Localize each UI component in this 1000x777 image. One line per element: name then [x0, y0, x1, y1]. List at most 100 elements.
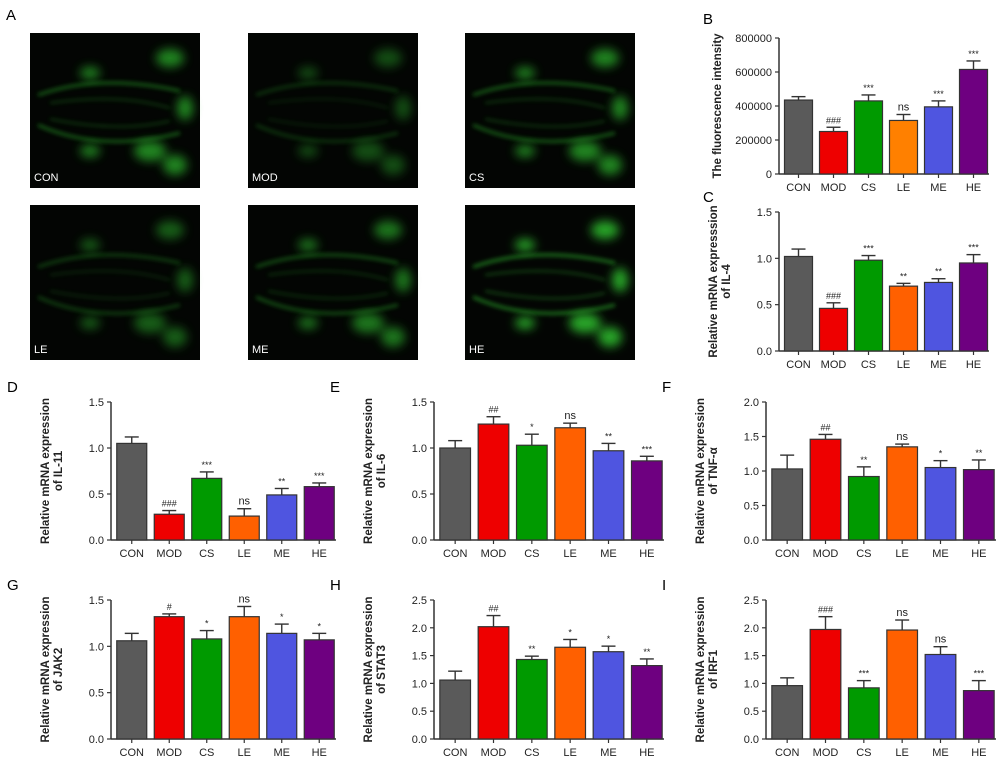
significance-label: *** [863, 244, 874, 254]
fluorescent-spot [177, 268, 193, 292]
x-tick-label: HE [312, 548, 327, 560]
x-tick-label: HE [312, 747, 327, 759]
bar-le [228, 515, 260, 541]
significance-label: ** [975, 448, 983, 458]
bar-he [630, 665, 663, 740]
y-tick-label: 400000 [735, 101, 772, 113]
fluorescent-spot [352, 141, 384, 161]
y-tick-label: 200000 [735, 135, 772, 147]
significance-label: * [317, 621, 321, 631]
y-axis-label: The fluorescence intensity [712, 33, 724, 179]
y-axis-label-line: of TNF-α [708, 447, 720, 494]
y-tick-label: 800000 [735, 33, 772, 45]
significance-label: ** [900, 271, 908, 281]
y-tick-label: 1.0 [744, 678, 759, 690]
significance-label: *** [974, 669, 985, 679]
bar-con [783, 255, 814, 352]
fluorescent-spots [80, 221, 193, 347]
significance-label: ** [605, 431, 613, 441]
fluorescent-spot [598, 155, 622, 175]
x-tick-label: LE [238, 548, 251, 560]
panel-letter-a: A [6, 7, 16, 24]
bar-le [554, 427, 587, 541]
y-tick-label: 2.0 [744, 623, 759, 635]
x-tick-label: CON [775, 747, 800, 759]
fish-head-outline [255, 81, 399, 143]
significance-label: ## [488, 604, 498, 614]
jaw-upper [37, 253, 181, 269]
panel-letter: C [703, 189, 714, 206]
jaw-upper [472, 253, 616, 269]
fluorescent-spot [515, 317, 535, 329]
y-tick-label: 0 [766, 169, 772, 181]
fluorescent-spot [612, 268, 628, 292]
x-tick-label: MOD [156, 747, 182, 759]
jaw-lower [37, 295, 181, 315]
image-label: CON [34, 172, 59, 184]
arch-upper [484, 98, 606, 109]
y-tick-label: 1.0 [412, 678, 427, 690]
y-axis-label: Relative mRNA expressionof TNF-α [695, 398, 720, 544]
bar-con [439, 679, 472, 740]
fluorescent-spots [298, 49, 411, 175]
fluorescent-spot [298, 67, 318, 79]
y-tick-label: 1.5 [744, 432, 759, 444]
x-tick-label: MOD [821, 359, 847, 371]
bar-mod [818, 130, 849, 175]
significance-label: * [205, 619, 209, 629]
y-tick-label: 1.5 [757, 207, 772, 219]
x-tick-label: ME [932, 747, 949, 759]
y-axis-label-line: of IL-4 [721, 264, 733, 299]
jaw-upper [255, 253, 399, 269]
fluorescent-spot [80, 145, 100, 157]
y-axis-label: Relative mRNA expresssionof IL-4 [708, 205, 733, 357]
panel-letter: B [703, 11, 713, 28]
y-tick-label: 0.0 [89, 535, 104, 547]
panel-letter: H [330, 577, 341, 594]
fluorescent-spot [569, 141, 601, 161]
significance-label: ## [488, 405, 498, 415]
chart-panel-e: E Relative mRNA expressionof IL-6 0.0 0.5 1.… [330, 379, 664, 560]
bar-cs [191, 477, 223, 541]
y-tick-label: 1.0 [89, 641, 104, 653]
significance-label: ** [935, 267, 943, 277]
significance-label: ### [162, 499, 177, 509]
y-tick-label: 2.5 [412, 595, 427, 607]
y-tick-label: 2.0 [744, 397, 759, 409]
bar-me [924, 466, 957, 541]
x-tick-label: LE [238, 747, 251, 759]
x-tick-label: CON [786, 182, 811, 194]
bar-con [116, 640, 148, 740]
chart-panel-i: I Relative mRNA expressionof IRF1 0.0 0.5 1.… [662, 577, 996, 759]
y-axis-label-line: of JAK2 [53, 648, 65, 691]
bar-he [958, 68, 989, 175]
significance-label: *** [201, 460, 212, 470]
fish-head-outline [472, 81, 616, 143]
bar-he [962, 469, 995, 541]
bar-mod [809, 628, 842, 740]
panel-letter: G [7, 577, 19, 594]
bar-cs [191, 638, 223, 740]
x-tick-label: ME [600, 747, 617, 759]
jaw-lower [472, 295, 616, 315]
significance-label: ns [935, 634, 947, 646]
significance-label: *** [859, 669, 870, 679]
bar-charts: B The fluorescence intensity 0 200000 400000… [7, 11, 996, 759]
jaw-lower [472, 123, 616, 143]
significance-label: *** [863, 83, 874, 93]
y-tick-label: 0.5 [89, 489, 104, 501]
x-tick-label: HE [966, 182, 981, 194]
bar-he [962, 690, 995, 740]
y-axis-label: Relative mRNA expressionof STAT3 [363, 597, 388, 743]
fluorescent-spot [569, 313, 601, 333]
arch-lower [484, 290, 606, 300]
y-axis-label-line: Relative mRNA expression [695, 398, 707, 544]
fluorescent-spot [80, 317, 100, 329]
fluorescent-spots [298, 221, 411, 347]
arch-lower [484, 118, 606, 128]
y-tick-label: 600000 [735, 67, 772, 79]
x-tick-label: MOD [813, 747, 839, 759]
significance-label: *** [968, 243, 979, 253]
fluorescent-spot [515, 145, 535, 157]
